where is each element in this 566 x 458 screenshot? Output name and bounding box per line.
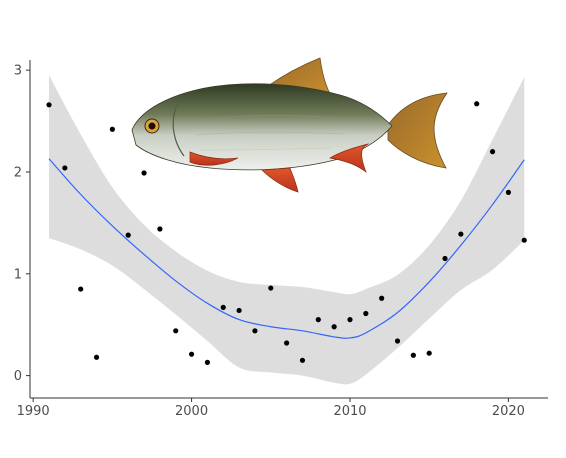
fish-anal-fin xyxy=(329,143,370,174)
data-point xyxy=(521,237,527,243)
x-tick-label: 1990 xyxy=(17,404,50,419)
y-tick-label: 3 xyxy=(14,64,22,79)
data-point xyxy=(379,295,385,301)
data-point xyxy=(252,328,258,334)
data-point xyxy=(62,165,68,171)
data-point xyxy=(109,126,115,132)
data-point xyxy=(347,317,353,323)
y-tick-label: 2 xyxy=(14,165,22,180)
data-point xyxy=(204,359,211,365)
data-point xyxy=(394,338,401,344)
fish-illustration xyxy=(131,57,448,193)
data-point xyxy=(78,286,84,292)
data-point xyxy=(458,231,464,237)
data-point xyxy=(410,352,416,358)
data-point xyxy=(489,149,496,155)
fish-pelvic-fin xyxy=(261,167,299,193)
x-tick-label: 2000 xyxy=(175,404,208,419)
data-point xyxy=(284,340,290,346)
data-point xyxy=(157,226,163,232)
confidence-band-layer xyxy=(49,75,525,385)
data-point xyxy=(426,350,432,356)
y-tick-label: 1 xyxy=(14,267,22,282)
data-point xyxy=(141,170,147,176)
data-point xyxy=(331,324,337,330)
y-tick-label: 0 xyxy=(14,369,22,384)
data-points-layer xyxy=(46,101,527,365)
data-point xyxy=(268,285,274,291)
data-point xyxy=(173,328,179,334)
x-tick-label: 2020 xyxy=(492,404,525,419)
data-point xyxy=(299,357,306,363)
confidence-band xyxy=(49,75,525,385)
data-point xyxy=(315,317,321,323)
data-point xyxy=(125,232,131,238)
data-point xyxy=(442,255,448,262)
fish-tail xyxy=(387,92,448,169)
fish-pectoral-fin xyxy=(189,151,239,166)
data-point xyxy=(46,102,52,108)
smooth-line-layer xyxy=(48,158,525,339)
x-tick-label: 2010 xyxy=(333,404,366,419)
data-point xyxy=(220,304,226,310)
data-point xyxy=(188,351,195,357)
data-point xyxy=(93,354,100,360)
data-point xyxy=(236,307,242,314)
smooth-line xyxy=(48,158,525,339)
data-point xyxy=(505,189,511,195)
data-point xyxy=(474,101,480,107)
axes-layer: 0 1 2 3 1990 2000 2010 2020 xyxy=(14,60,548,419)
data-point xyxy=(363,310,369,317)
